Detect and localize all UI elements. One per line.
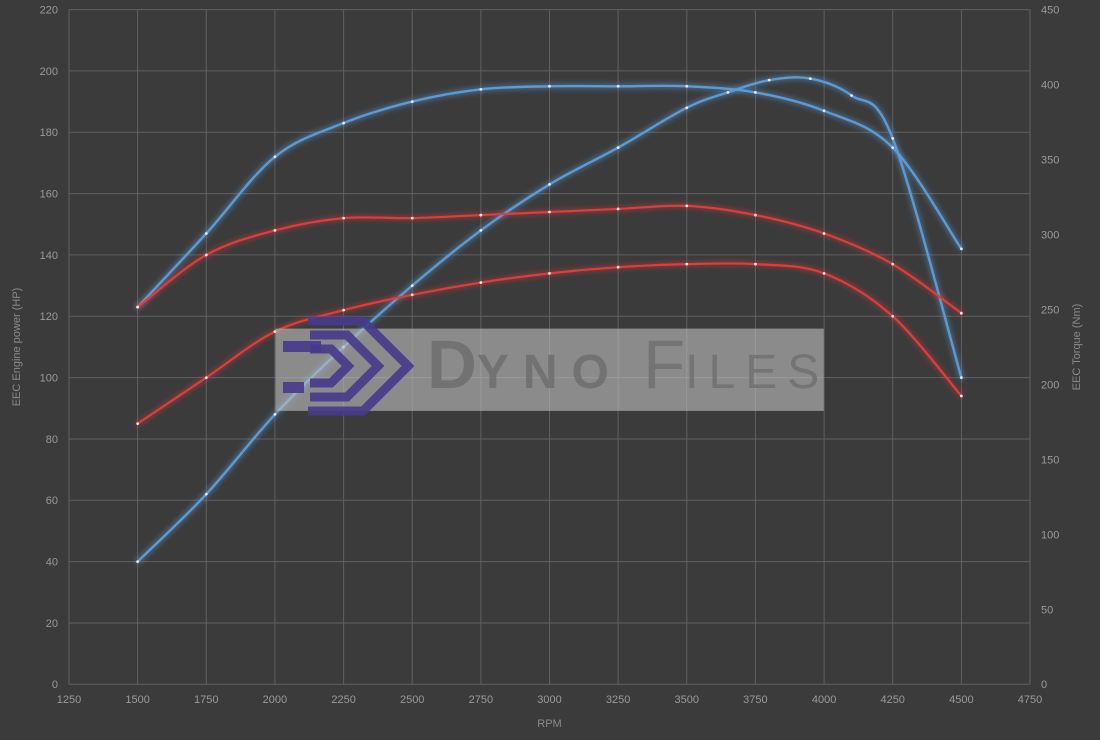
- svg-text:60: 60: [46, 495, 58, 507]
- svg-text:EEC Torque (Nm): EEC Torque (Nm): [1071, 304, 1083, 391]
- svg-text:140: 140: [40, 250, 58, 262]
- svg-text:160: 160: [40, 189, 58, 201]
- svg-text:3500: 3500: [675, 694, 699, 706]
- svg-text:2250: 2250: [331, 694, 355, 706]
- svg-text:1250: 1250: [57, 694, 81, 706]
- svg-text:200: 200: [40, 66, 58, 78]
- svg-text:1750: 1750: [194, 694, 218, 706]
- svg-text:4500: 4500: [949, 694, 973, 706]
- svg-text:50: 50: [1041, 604, 1053, 616]
- svg-text:80: 80: [46, 434, 58, 446]
- svg-text:3750: 3750: [743, 694, 767, 706]
- svg-text:400: 400: [1041, 80, 1059, 92]
- svg-text:0: 0: [1041, 679, 1047, 691]
- svg-text:0: 0: [52, 679, 58, 691]
- svg-text:2500: 2500: [400, 694, 424, 706]
- svg-text:200: 200: [1041, 379, 1059, 391]
- svg-text:250: 250: [1041, 304, 1059, 316]
- svg-text:20: 20: [46, 618, 58, 630]
- svg-text:4750: 4750: [1018, 694, 1042, 706]
- svg-text:350: 350: [1041, 154, 1059, 166]
- svg-text:2750: 2750: [469, 694, 493, 706]
- svg-text:150: 150: [1041, 454, 1059, 466]
- svg-text:100: 100: [1041, 529, 1059, 541]
- svg-text:220: 220: [40, 5, 58, 17]
- svg-text:4000: 4000: [812, 694, 836, 706]
- svg-text:4250: 4250: [880, 694, 904, 706]
- svg-text:450: 450: [1041, 5, 1059, 17]
- svg-text:RPM: RPM: [537, 718, 561, 730]
- svg-text:1500: 1500: [125, 694, 149, 706]
- svg-text:120: 120: [40, 311, 58, 323]
- svg-text:3250: 3250: [606, 694, 630, 706]
- svg-text:300: 300: [1041, 229, 1059, 241]
- svg-text:2000: 2000: [263, 694, 287, 706]
- svg-text:3000: 3000: [537, 694, 561, 706]
- svg-text:100: 100: [40, 373, 58, 385]
- svg-text:EEC Engine power (HP): EEC Engine power (HP): [11, 288, 23, 407]
- svg-text:180: 180: [40, 127, 58, 139]
- svg-text:40: 40: [46, 557, 58, 569]
